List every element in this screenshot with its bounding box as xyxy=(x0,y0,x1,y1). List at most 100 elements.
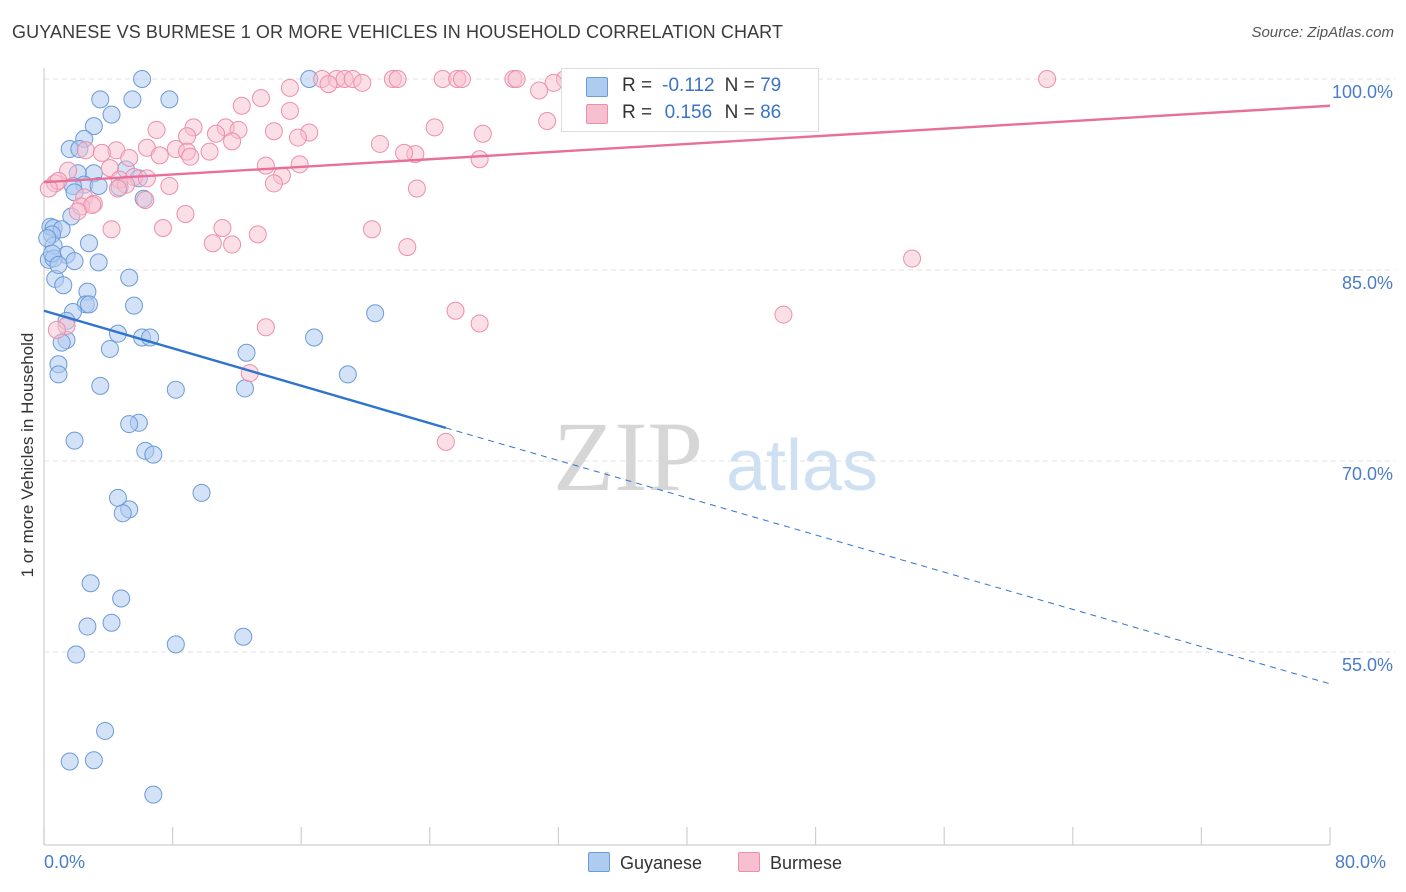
y-tick-label: 85.0% xyxy=(1342,273,1393,293)
burmese-point xyxy=(470,314,489,333)
legend-r-value: -0.112 xyxy=(662,75,715,96)
bottom-legend-label: Guyanese xyxy=(620,853,703,873)
x-tick-label-min: 0.0% xyxy=(44,852,86,872)
burmese-point xyxy=(446,301,465,320)
legend-n-value: 86 xyxy=(760,102,782,123)
legend-swatch-guyanese xyxy=(586,77,608,97)
guyanese-point xyxy=(192,483,211,502)
stats-legend: R = -0.112 N = 79 R = 0.156 N = 86 xyxy=(561,68,819,132)
guyanese-point xyxy=(237,343,256,362)
burmese-point xyxy=(150,146,169,165)
y-tick-label: 100.0% xyxy=(1332,82,1393,102)
bottom-legend-burmese: Burmese xyxy=(738,852,842,874)
guyanese-point xyxy=(67,645,86,664)
legend-r-label: R = xyxy=(622,102,653,123)
legend-n-label: N = xyxy=(724,102,755,123)
burmese-point xyxy=(120,148,139,167)
guyanese-point xyxy=(91,90,110,109)
y-tick-label: 70.0% xyxy=(1342,464,1393,484)
guyanese-point xyxy=(125,296,144,315)
guyanese-point xyxy=(366,304,385,323)
guyanese-point xyxy=(102,105,121,124)
burmese-point xyxy=(207,124,226,143)
legend-n-label: N = xyxy=(724,75,755,96)
trend-lines xyxy=(43,104,1331,430)
guyanese-point xyxy=(49,255,68,274)
guyanese-point xyxy=(89,176,108,195)
source-label: Source: ZipAtlas.com xyxy=(1251,24,1394,41)
legend-r-label: R = xyxy=(622,75,653,96)
y-tick-label: 55.0% xyxy=(1342,655,1393,675)
burmese-point xyxy=(1038,70,1057,88)
burmese-point xyxy=(76,141,95,160)
guyanese-point xyxy=(113,504,132,523)
guyanese-point xyxy=(49,365,68,384)
axes xyxy=(43,68,1331,846)
burmese-point xyxy=(248,225,267,244)
bottom-legend-guyanese: Guyanese xyxy=(588,852,702,874)
guyanese-point xyxy=(96,721,115,740)
burmese-point xyxy=(530,81,549,100)
burmese-point xyxy=(108,179,127,198)
burmese-point xyxy=(470,150,489,169)
burmese-point xyxy=(203,234,222,253)
watermark-atlas: atlas xyxy=(726,426,878,506)
burmese-point xyxy=(213,218,232,237)
guyanese-point xyxy=(120,268,139,287)
burmese-point xyxy=(407,179,426,198)
burmese-trend-line xyxy=(43,104,1331,184)
guyanese-point xyxy=(120,415,139,434)
burmese-point xyxy=(280,101,299,120)
guyanese-point xyxy=(54,276,73,295)
burmese-point xyxy=(362,220,381,239)
burmese-point xyxy=(100,159,119,178)
burmese-point xyxy=(153,218,172,237)
guyanese-point xyxy=(65,252,84,271)
burmese-point xyxy=(264,174,283,193)
burmese-point xyxy=(264,122,283,141)
guyanese-point xyxy=(112,589,131,608)
guyanese-point xyxy=(144,785,163,804)
burmese-point xyxy=(436,432,455,451)
burmese-points xyxy=(39,70,1057,451)
burmese-point xyxy=(256,156,275,175)
burmese-point xyxy=(176,204,195,223)
burmese-point xyxy=(181,147,200,166)
burmese-point xyxy=(288,128,307,147)
guyanese-point xyxy=(80,234,99,253)
guyanese-point xyxy=(78,617,97,636)
burmese-point xyxy=(102,220,121,239)
guyanese-point xyxy=(144,445,163,464)
burmese-point xyxy=(252,89,271,108)
burmese-point xyxy=(290,155,309,174)
burmese-point xyxy=(774,305,793,324)
chart-title: GUYANESE VS BURMESE 1 OR MORE VEHICLES I… xyxy=(12,22,784,42)
burmese-point xyxy=(232,96,251,115)
burmese-point xyxy=(538,112,557,131)
watermark-zip: ZIP xyxy=(553,401,703,512)
guyanese-point xyxy=(91,376,110,395)
burmese-point xyxy=(353,73,372,92)
burmese-point xyxy=(452,70,471,88)
guyanese-point xyxy=(89,253,108,272)
guyanese-point xyxy=(84,751,103,770)
guyanese-point xyxy=(84,117,103,136)
burmese-point xyxy=(425,118,444,137)
burmese-point xyxy=(92,143,111,162)
burmese-point xyxy=(903,249,922,268)
burmese-point xyxy=(137,169,156,188)
burmese-point xyxy=(256,318,275,337)
burmese-point xyxy=(395,143,414,162)
guyanese-point xyxy=(123,90,142,109)
grid-lines xyxy=(44,78,1395,653)
burmese-point xyxy=(319,75,338,94)
y-tick-labels: 55.0% 70.0% 85.0% 100.0% xyxy=(1332,82,1393,675)
burmese-point xyxy=(160,176,179,195)
burmese-point xyxy=(398,238,417,257)
legend-r-value: 0.156 xyxy=(664,102,713,123)
guyanese-point xyxy=(166,380,185,399)
burmese-point xyxy=(280,78,299,97)
guyanese-point xyxy=(338,365,357,384)
guyanese-point xyxy=(60,752,79,771)
